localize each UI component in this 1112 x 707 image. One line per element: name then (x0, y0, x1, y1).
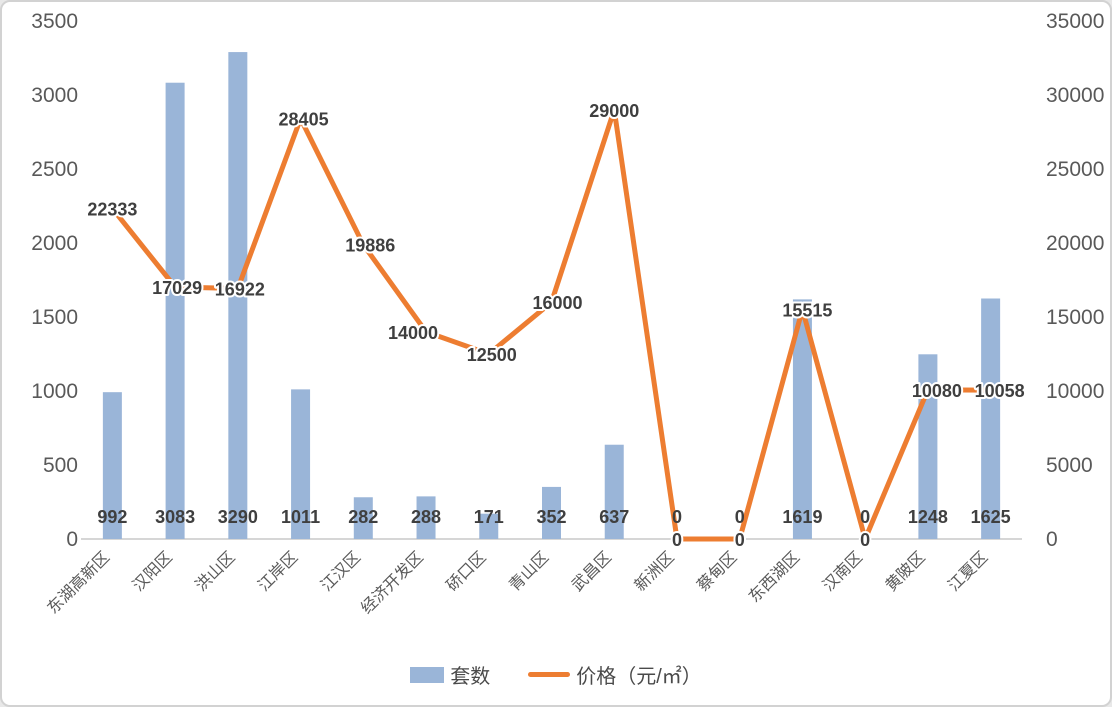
bar (479, 513, 499, 539)
left-axis-tick: 1000 (31, 380, 78, 403)
category-label: 洪山区 (192, 548, 239, 595)
category-label: 黄陂区 (882, 548, 929, 595)
category-label: 汉阳区 (129, 548, 176, 595)
price-line (109, 107, 994, 542)
right-axis-tick: 10000 (1046, 380, 1104, 403)
category-label: 东西湖区 (745, 548, 803, 606)
left-axis-tick: 500 (43, 454, 78, 477)
bar-data-label: 3083 (155, 507, 195, 527)
left-axis-tick: 3000 (31, 84, 78, 107)
category-label: 江汉区 (317, 548, 364, 595)
line-data-label: 14000 (388, 323, 438, 343)
line-data-label: 22333 (87, 199, 137, 219)
category-label: 新洲区 (631, 548, 678, 595)
bar (165, 82, 185, 539)
line-data-label: 15515 (782, 300, 832, 320)
right-axis-tick: 0 (1046, 528, 1058, 551)
category-label: 武昌区 (568, 548, 615, 595)
bar-data-label: 0 (860, 507, 870, 527)
bar-data-label: 282 (348, 507, 378, 527)
bar (792, 299, 812, 539)
bar-data-label: 992 (97, 507, 127, 527)
legend-label-price: 价格（元/㎡） (576, 666, 702, 688)
bar-data-label: 1619 (782, 507, 822, 527)
line-data-label: 10058 (975, 381, 1025, 401)
bar-data-label: 3290 (218, 507, 258, 527)
right-axis-tick: 15000 (1046, 306, 1104, 329)
bar-data-label: 0 (735, 507, 745, 527)
right-axis-tick: 25000 (1046, 158, 1104, 181)
category-label: 青山区 (506, 548, 553, 595)
line-data-label: 10080 (912, 381, 962, 401)
legend-item-price: 价格（元/㎡） (528, 660, 702, 689)
line-data-label: 12500 (467, 345, 517, 365)
legend-label-units: 套数 (450, 666, 491, 688)
bar (981, 298, 1001, 539)
legend-item-units: 套数 (410, 660, 490, 689)
category-label: 江岸区 (255, 548, 302, 595)
bar-data-label: 1248 (908, 507, 948, 527)
line-swatch-icon (528, 672, 571, 677)
bar (228, 52, 248, 539)
bar (542, 486, 561, 539)
bar (604, 444, 624, 539)
bar (416, 496, 436, 539)
line-data-label: 17029 (152, 278, 202, 298)
right-axis-tick: 20000 (1046, 232, 1104, 255)
category-label: 经济开发区 (358, 548, 427, 617)
category-label: 东湖高新区 (44, 548, 113, 617)
line-data-label: 19886 (345, 236, 395, 256)
line-data-label: 0 (860, 530, 870, 550)
left-axis-tick: 2500 (31, 158, 78, 181)
line-data-label: 16922 (215, 280, 265, 300)
bar (291, 389, 311, 539)
right-axis-tick: 5000 (1046, 454, 1093, 477)
chart-legend: 套数 价格（元/㎡） (2, 660, 1110, 689)
category-label: 汉南区 (819, 548, 866, 595)
left-axis-tick: 2000 (31, 232, 78, 255)
line-data-label: 16000 (532, 293, 582, 313)
left-axis-tick: 1500 (31, 306, 78, 329)
line-data-label: 28405 (279, 110, 329, 130)
category-label: 硚口区 (443, 548, 490, 595)
bar-data-label: 288 (411, 507, 441, 527)
bar (353, 497, 373, 539)
category-label: 蔡甸区 (694, 548, 741, 595)
right-axis-tick: 35000 (1046, 10, 1104, 33)
line-data-label: 29000 (589, 101, 639, 121)
line-data-label: 0 (672, 530, 682, 550)
left-axis-tick: 3500 (31, 10, 78, 33)
category-label: 江夏区 (945, 548, 992, 595)
bar-data-label: 0 (672, 507, 682, 527)
bar-data-label: 352 (536, 507, 566, 527)
bar-data-label: 637 (599, 507, 629, 527)
bar (102, 392, 122, 539)
bar-data-label: 171 (474, 507, 504, 527)
bar-data-label: 1625 (971, 507, 1011, 527)
bar-data-label: 1011 (281, 507, 320, 527)
bar-swatch-icon (410, 666, 445, 683)
right-axis-tick: 30000 (1046, 84, 1104, 107)
line-data-label: 0 (735, 530, 745, 550)
left-axis-tick: 0 (66, 528, 78, 551)
